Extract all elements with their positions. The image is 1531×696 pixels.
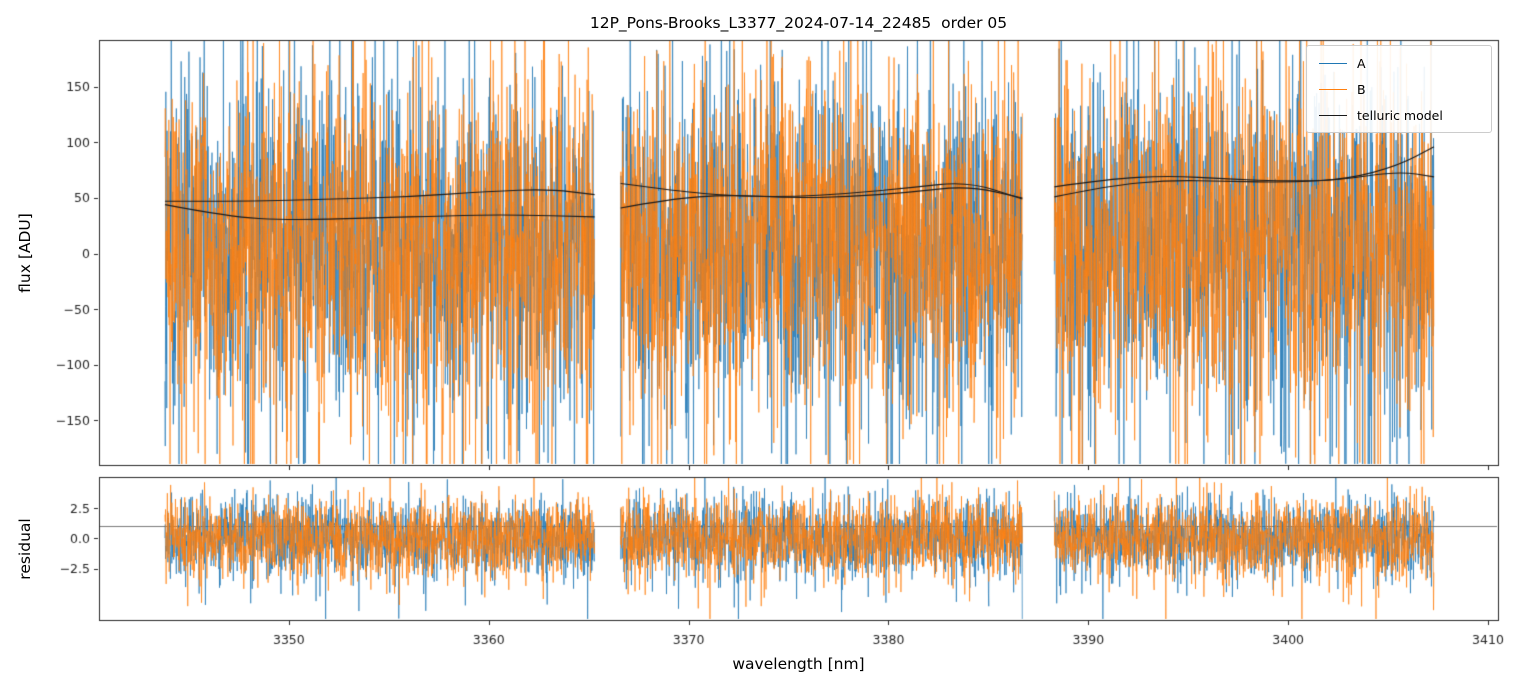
legend-item-a: A — [1319, 54, 1479, 72]
legend-line-sample-a — [1319, 62, 1347, 64]
legend-label-b: B — [1357, 81, 1366, 97]
x-axis-label: wavelength [nm] — [732, 655, 865, 673]
legend-line-sample-b — [1319, 88, 1347, 90]
legend-item-b: B — [1319, 80, 1479, 98]
plot-title: 12P_Pons-Brooks_L3377_2024-07-14_22485 o… — [589, 14, 1008, 32]
residual-axis-label: residual — [16, 518, 34, 580]
legend: A B telluric model — [1306, 45, 1492, 133]
legend-item-telluric-model: telluric model — [1319, 106, 1479, 124]
legend-line-sample-telluric — [1319, 114, 1347, 116]
legend-label-telluric: telluric model — [1357, 107, 1443, 123]
legend-label-a: A — [1357, 55, 1366, 71]
flux-axis-label: flux [ADU] — [16, 213, 34, 293]
